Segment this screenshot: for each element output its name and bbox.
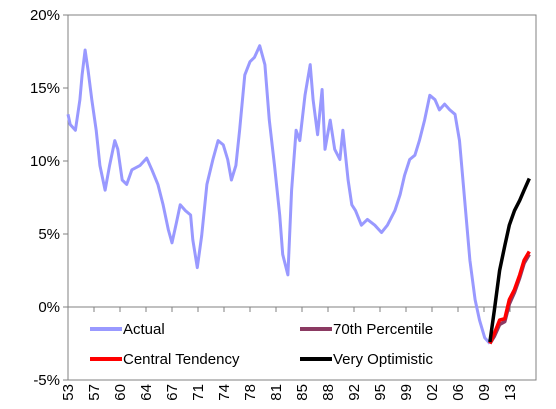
x-tick-label: 74 [216, 384, 233, 401]
legend-label: Actual [123, 321, 165, 338]
y-tick-label: 15% [30, 80, 60, 97]
x-tick-label: 64 [138, 384, 155, 401]
series-line [488, 177, 531, 343]
x-tick-label: 60 [112, 384, 129, 401]
y-tick-label: 0% [38, 299, 60, 316]
x-tick-label: 53 [60, 384, 77, 401]
y-tick-label: -5% [33, 372, 60, 389]
x-tick-label: 09 [476, 384, 493, 401]
y-tick-label: 5% [38, 226, 60, 243]
x-tick-label: 81 [268, 384, 285, 401]
series-line [66, 44, 492, 345]
x-tick-label: 02 [424, 384, 441, 401]
y-tick-label: 20% [30, 7, 60, 24]
x-tick-label: 13 [502, 384, 519, 401]
x-tick-label: 71 [190, 384, 207, 401]
x-tick-label: 88 [320, 384, 337, 401]
x-tick-label: 67 [164, 384, 181, 401]
legend-label: 70th Percentile [333, 321, 433, 338]
x-tick-label: 57 [86, 384, 103, 401]
legend-label: Central Tendency [123, 351, 240, 368]
x-tick-label: 78 [242, 384, 259, 401]
x-tick-label: 95 [372, 384, 389, 401]
x-tick-label: 06 [450, 384, 467, 401]
x-tick-label: 99 [398, 384, 415, 401]
series-line [488, 250, 531, 345]
x-tick-label: 85 [294, 384, 311, 401]
y-tick-label: 10% [30, 153, 60, 170]
legend-label: Very Optimistic [333, 351, 434, 368]
plot-frame [67, 14, 537, 381]
x-tick-label: 92 [346, 384, 363, 401]
